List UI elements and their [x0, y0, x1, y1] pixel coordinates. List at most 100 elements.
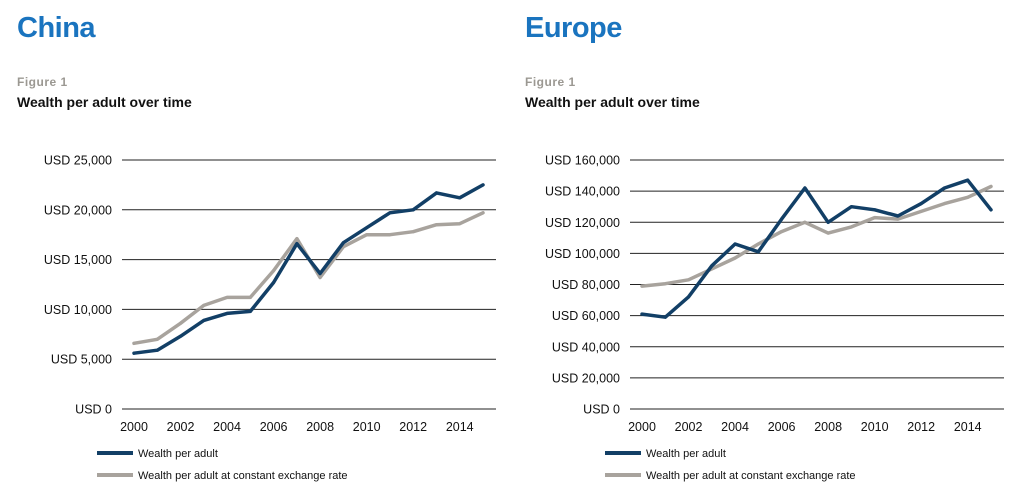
- x-tick-label: 2010: [861, 420, 889, 434]
- x-tick-label: 2006: [260, 420, 288, 434]
- data-point: [873, 208, 877, 212]
- data-point: [132, 341, 136, 345]
- data-point: [318, 276, 322, 280]
- chart-title: Wealth per adult over time: [17, 94, 192, 110]
- data-point: [756, 242, 760, 246]
- data-point: [687, 295, 691, 299]
- data-point: [155, 348, 159, 352]
- data-point: [826, 231, 830, 235]
- data-point: [942, 202, 946, 206]
- y-tick-label: USD 15,000: [44, 253, 112, 267]
- data-point: [202, 318, 206, 322]
- x-tick-label: 2000: [120, 420, 148, 434]
- data-point: [919, 202, 923, 206]
- data-point: [896, 214, 900, 218]
- data-point: [132, 351, 136, 355]
- data-point: [388, 233, 392, 237]
- figure-label: Figure 1: [525, 75, 576, 89]
- data-point: [710, 264, 714, 268]
- data-point: [458, 196, 462, 200]
- data-point: [780, 230, 784, 234]
- data-point: [481, 211, 485, 215]
- legend-label: Wealth per adult at constant exchange ra…: [646, 470, 856, 482]
- data-point: [202, 303, 206, 307]
- data-point: [640, 284, 644, 288]
- x-tick-label: 2014: [954, 420, 982, 434]
- data-point: [966, 178, 970, 182]
- data-point: [411, 208, 415, 212]
- data-point: [225, 311, 229, 315]
- data-point: [733, 242, 737, 246]
- region-title: Europe: [525, 12, 622, 44]
- data-point: [481, 183, 485, 187]
- x-tick-label: 2014: [446, 420, 474, 434]
- legend-label: Wealth per adult: [138, 448, 218, 460]
- figure-label: Figure 1: [17, 75, 68, 89]
- series-line: [640, 178, 993, 319]
- x-tick-label: 2008: [814, 420, 842, 434]
- y-tick-label: USD 0: [75, 403, 112, 417]
- chart-panel-china: China Figure 1 Wealth per adult over tim…: [0, 0, 500, 494]
- chart-panel-europe: Europe Figure 1 Wealth per adult over ti…: [508, 0, 1008, 494]
- x-tick-label: 2012: [399, 420, 427, 434]
- x-tick-label: 2012: [907, 420, 935, 434]
- data-point: [873, 216, 877, 220]
- line-chart-china: USD 0 USD 5,000 USD 10,000 USD 15,000 USD 20…: [44, 154, 496, 482]
- data-point: [388, 211, 392, 215]
- data-point: [849, 225, 853, 229]
- y-tick-label: USD 160,000: [545, 154, 620, 168]
- chart-title: Wealth per adult over time: [525, 94, 700, 110]
- data-point: [896, 217, 900, 221]
- data-point: [272, 281, 276, 285]
- x-tick-label: 2002: [167, 420, 195, 434]
- data-point: [803, 186, 807, 190]
- y-tick-label: USD 20,000: [552, 371, 620, 385]
- data-point: [826, 220, 830, 224]
- data-point: [295, 237, 299, 241]
- data-point: [341, 241, 345, 245]
- data-point: [248, 295, 252, 299]
- x-tick-label: 2008: [306, 420, 334, 434]
- data-point: [295, 242, 299, 246]
- legend-label: Wealth per adult: [646, 448, 726, 460]
- data-point: [919, 209, 923, 213]
- data-point: [179, 334, 183, 338]
- data-point: [434, 223, 438, 227]
- series-line: [132, 183, 485, 355]
- data-point: [663, 282, 667, 286]
- y-tick-label: USD 140,000: [545, 185, 620, 199]
- y-tick-label: USD 100,000: [545, 247, 620, 261]
- legend-label: Wealth per adult at constant exchange ra…: [138, 470, 348, 482]
- data-point: [272, 269, 276, 273]
- data-point: [458, 222, 462, 226]
- data-point: [989, 208, 993, 212]
- data-point: [434, 191, 438, 195]
- data-point: [803, 220, 807, 224]
- y-tick-label: USD 0: [583, 403, 620, 417]
- y-tick-label: USD 40,000: [552, 340, 620, 354]
- line-chart-europe: USD 0 USD 20,000 USD 40,000 USD 60,000 USD 8…: [545, 154, 1004, 482]
- x-tick-label: 2004: [721, 420, 749, 434]
- data-point: [155, 337, 159, 341]
- y-tick-label: USD 10,000: [44, 303, 112, 317]
- data-point: [179, 321, 183, 325]
- x-tick-label: 2002: [675, 420, 703, 434]
- data-point: [663, 315, 667, 319]
- y-tick-label: USD 80,000: [552, 278, 620, 292]
- data-point: [365, 233, 369, 237]
- data-point: [365, 226, 369, 230]
- data-point: [687, 278, 691, 282]
- series-line: [132, 211, 485, 346]
- data-point: [225, 295, 229, 299]
- y-tick-label: USD 5,000: [51, 353, 112, 367]
- region-title: China: [17, 12, 96, 44]
- y-tick-label: USD 60,000: [552, 309, 620, 323]
- data-point: [849, 205, 853, 209]
- data-point: [248, 309, 252, 313]
- data-point: [733, 256, 737, 260]
- data-point: [966, 195, 970, 199]
- x-tick-label: 2000: [628, 420, 656, 434]
- data-point: [640, 312, 644, 316]
- x-tick-label: 2010: [353, 420, 381, 434]
- data-point: [780, 217, 784, 221]
